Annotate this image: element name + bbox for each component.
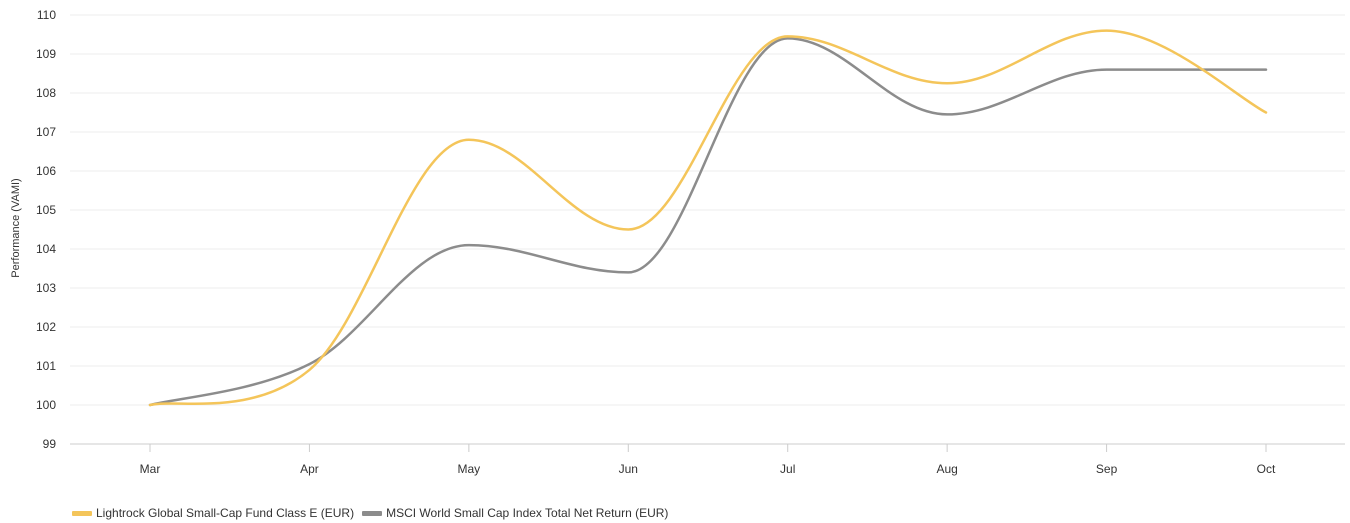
x-tick-label: Aug (936, 462, 957, 476)
y-tick-label: 109 (36, 47, 56, 61)
legend-label-fund: Lightrock Global Small-Cap Fund Class E … (96, 506, 355, 520)
y-tick-label: 100 (36, 398, 56, 412)
legend-label-index: MSCI World Small Cap Index Total Net Ret… (386, 506, 669, 520)
y-tick-label: 103 (36, 281, 56, 295)
y-axis-label: Performance (VAMI) (10, 178, 22, 277)
y-tick-label: 108 (36, 86, 56, 100)
x-tick-label: Jun (619, 462, 638, 476)
x-tick-label: Sep (1096, 462, 1118, 476)
grid-lines (70, 14, 1345, 406)
legend-swatch-fund (72, 510, 92, 516)
y-tick-label: 110 (37, 8, 56, 22)
x-tick-label: Jul (780, 462, 795, 476)
series-line-fund (148, 29, 1268, 407)
legend-item-index[interactable]: MSCI World Small Cap Index Total Net Ret… (362, 506, 668, 520)
x-tick-label: Apr (300, 462, 319, 476)
y-tick-label: 99 (43, 437, 57, 451)
legend: Lightrock Global Small-Cap Fund Class E … (72, 506, 676, 520)
y-tick-label: 106 (36, 164, 56, 178)
x-tick-label: Mar (140, 462, 161, 476)
x-tick-label: May (458, 462, 481, 476)
line-chart: 99 100 101 102 103 104 105 106 107 108 109 110 Mar Ap… (10, 8, 1345, 476)
legend-item-fund[interactable]: Lightrock Global Small-Cap Fund Class E … (72, 506, 354, 520)
legend-swatch-index (362, 510, 383, 516)
x-tick-label: Oct (1257, 462, 1276, 476)
y-tick-label: 107 (36, 125, 56, 139)
y-tick-label: 102 (36, 320, 56, 334)
y-tick-label: 101 (36, 359, 56, 373)
y-tick-label: 105 (36, 203, 56, 217)
series-lines (148, 29, 1268, 407)
series-line-index (148, 37, 1268, 407)
y-tick-label: 104 (36, 242, 56, 256)
axes: 99 100 101 102 103 104 105 106 107 108 109 110 Mar Ap… (36, 8, 1345, 476)
